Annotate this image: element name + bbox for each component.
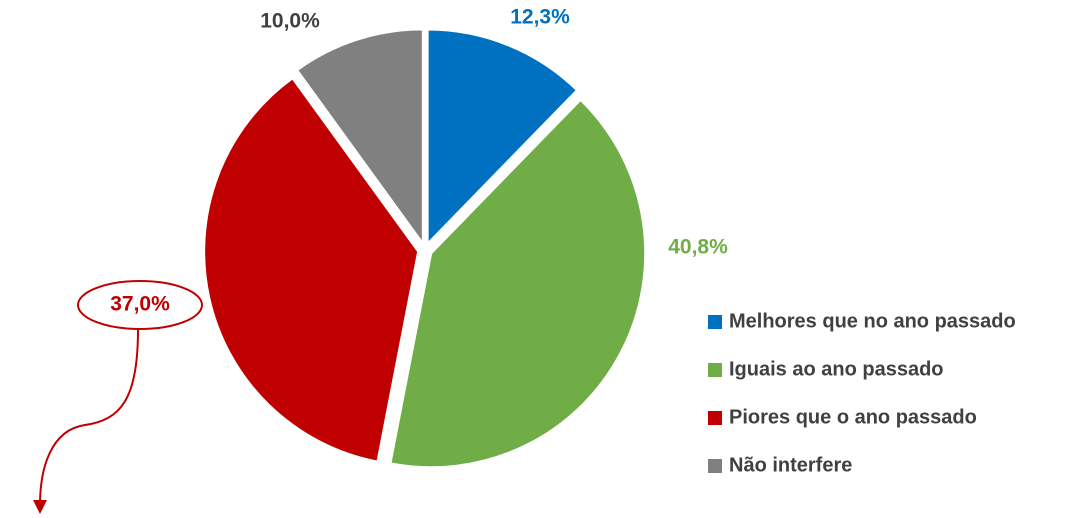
- label-callout: [77, 280, 203, 330]
- callout-arrowhead: [33, 500, 47, 514]
- pie-slice: [389, 98, 647, 469]
- pie-slice: [203, 76, 420, 463]
- callout-arrow: [39, 329, 139, 506]
- value-label: 37,0%: [110, 293, 170, 316]
- pie-slice: [426, 28, 579, 246]
- legend-label: Iguais ao ano passado: [729, 358, 944, 380]
- legend-swatch: [708, 459, 722, 473]
- legend-swatch: [708, 315, 722, 329]
- legend-label: Melhores que no ano passado: [729, 310, 1016, 332]
- value-label: 10,0%: [260, 10, 320, 33]
- legend-swatch: [708, 363, 722, 377]
- value-label: 40,8%: [668, 236, 728, 259]
- pie-slice: [295, 28, 424, 247]
- legend-label: Piores que o ano passado: [729, 406, 977, 428]
- legend-swatch: [708, 411, 722, 425]
- value-label: 12,3%: [510, 6, 570, 29]
- legend-label: Não interfere: [729, 454, 852, 476]
